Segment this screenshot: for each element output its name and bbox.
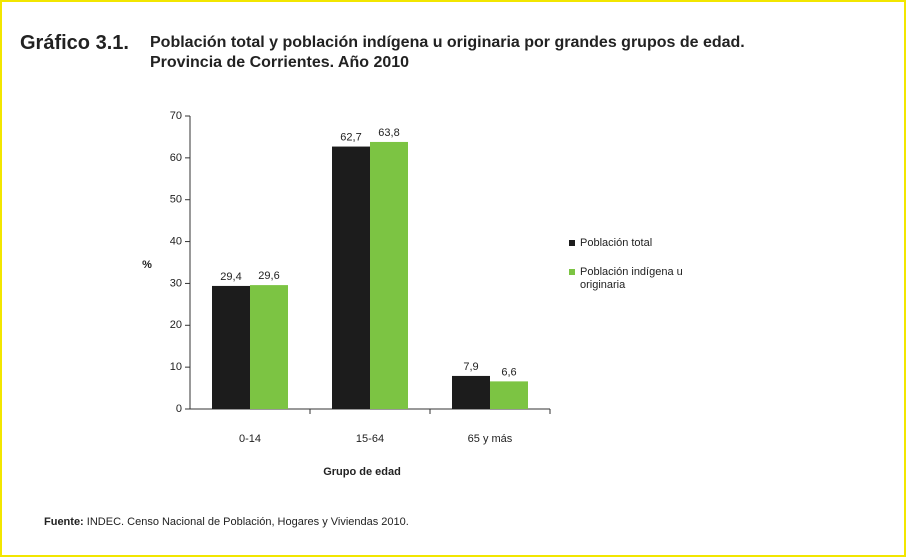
- y-tick-label: 70: [170, 110, 182, 122]
- data-label: 62,7: [340, 131, 361, 143]
- bar: [250, 285, 288, 409]
- data-label: 6,6: [501, 366, 516, 378]
- x-axis-label: Grupo de edad: [323, 466, 401, 478]
- legend-swatch: [569, 269, 575, 275]
- legend-item: Población indígena u originaria: [569, 266, 719, 292]
- chart-title: Población total y población indígena u o…: [150, 34, 745, 51]
- bar: [490, 381, 528, 409]
- y-tick-label: 60: [170, 152, 182, 164]
- data-label: 29,4: [220, 271, 241, 283]
- data-label: 7,9: [463, 361, 478, 373]
- data-label: 63,8: [378, 127, 399, 139]
- y-tick-label: 0: [176, 403, 182, 415]
- source-label: Fuente:: [44, 516, 84, 528]
- bar: [370, 141, 408, 410]
- legend-swatch: [569, 240, 575, 246]
- y-tick-label: 20: [170, 319, 182, 331]
- x-tick-label: 65 y más: [468, 433, 513, 445]
- bar: [212, 285, 250, 409]
- data-label: 29,6: [258, 270, 279, 282]
- chart-subtitle: Provincia de Corrientes. Año 2010: [150, 54, 410, 71]
- legend-item: Población total: [569, 237, 719, 250]
- bar: [332, 146, 370, 409]
- legend-label: Población total: [580, 237, 653, 249]
- source-text: INDEC. Censo Nacional de Población, Hoga…: [86, 516, 409, 528]
- figure-label: Gráfico 3.1.: [20, 32, 129, 54]
- y-tick-label: 50: [170, 194, 182, 206]
- y-tick-label: 10: [170, 361, 182, 373]
- legend-label: Población indígena u originaria: [580, 266, 683, 291]
- x-tick-label: 15-64: [356, 433, 384, 445]
- bar: [452, 375, 490, 409]
- y-tick-label: 30: [170, 277, 182, 289]
- y-axis-label: %: [142, 259, 152, 271]
- source-note: Fuente: INDEC. Censo Nacional de Poblaci…: [44, 516, 409, 528]
- x-tick-label: 0-14: [239, 433, 261, 445]
- y-tick-label: 40: [170, 235, 182, 247]
